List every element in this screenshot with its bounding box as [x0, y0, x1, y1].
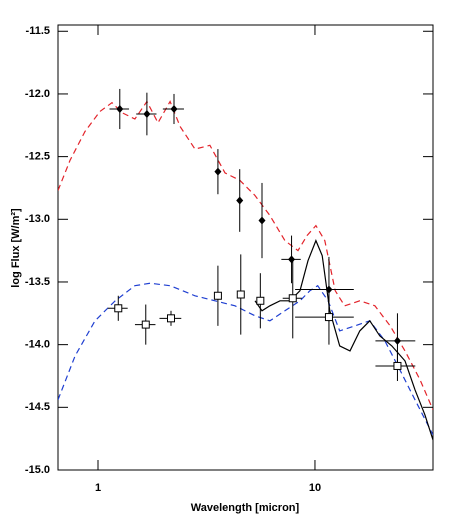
square-point: [256, 296, 265, 305]
square-point: [393, 361, 402, 370]
diamond-point: [258, 216, 266, 225]
diamond-point: [170, 104, 178, 113]
square-point: [213, 291, 222, 300]
model-curve: [58, 282, 433, 436]
y-axis-label: log Flux [W/m²]: [10, 208, 22, 288]
square-point: [167, 314, 176, 323]
x-tick-label: 1: [95, 482, 101, 494]
model-curve: [58, 100, 433, 411]
square-point: [236, 290, 245, 299]
y-tick-label: -14.0: [25, 339, 50, 351]
diamond-point: [116, 104, 124, 113]
y-tick-label: -11.5: [26, 25, 50, 37]
diamond-point: [393, 336, 401, 345]
diamond-point: [288, 255, 296, 264]
diamond-point: [236, 196, 244, 205]
model-curve: [254, 239, 433, 441]
diamond-point: [214, 167, 222, 176]
y-tick-label: -15.0: [25, 464, 50, 476]
y-tick-label: -13.5: [25, 276, 50, 288]
square-point: [114, 304, 123, 313]
plot-frame: [57, 24, 434, 471]
square-point: [288, 294, 297, 303]
square-point: [141, 320, 150, 329]
x-axis-label: Wavelength [micron]: [191, 502, 300, 514]
y-tick-label: -13.0: [25, 213, 50, 225]
square-point: [324, 313, 333, 322]
y-tick-label: -14.5: [25, 401, 50, 413]
diamond-point: [143, 110, 151, 118]
y-tick-label: -12.0: [25, 88, 50, 100]
x-tick-label: 10: [309, 482, 321, 494]
y-tick-label: -12.5: [25, 151, 50, 163]
